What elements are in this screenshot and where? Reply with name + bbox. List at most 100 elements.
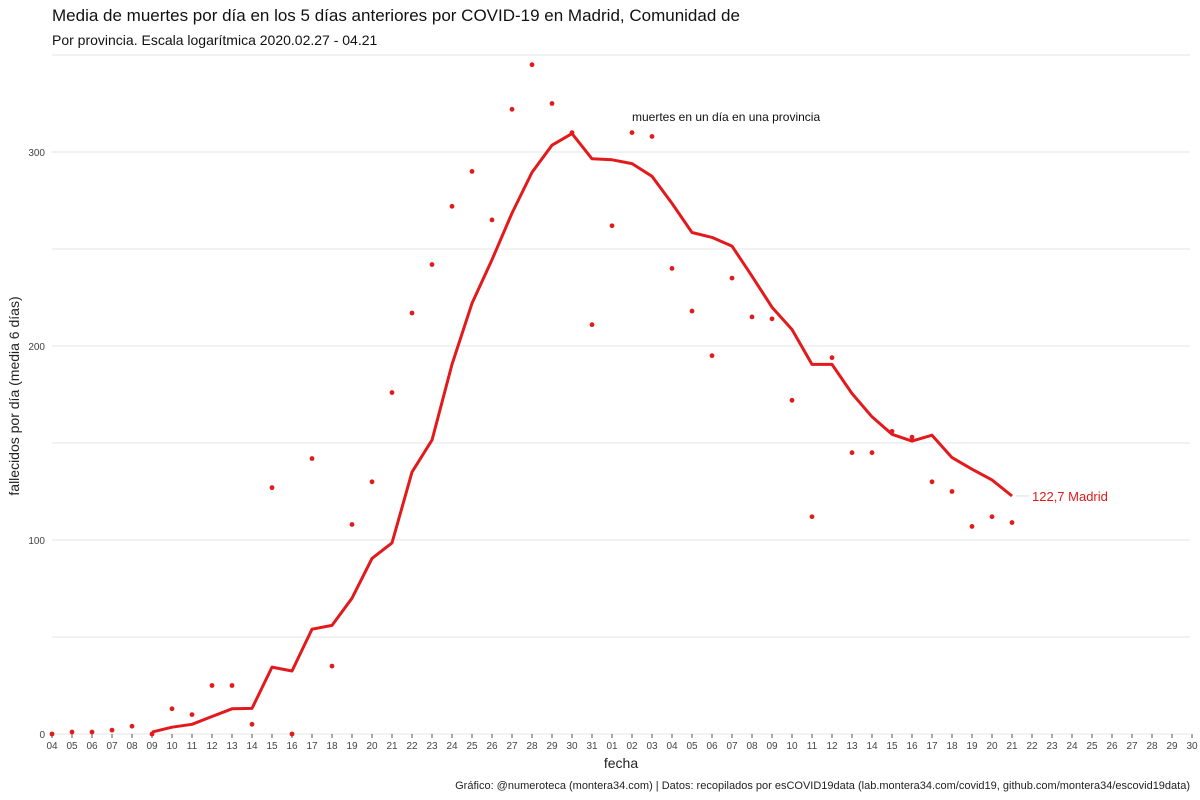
daily-deaths-point <box>649 134 655 139</box>
x-tick-label: 05 <box>66 741 78 752</box>
chart-title: Media de muertes por día en los 5 días a… <box>52 6 740 25</box>
x-tick-label: 15 <box>266 741 278 752</box>
x-tick-label: 09 <box>766 741 778 752</box>
daily-deaths-point <box>349 522 355 527</box>
y-axis-ticks: 0 100 200 300 <box>28 148 45 741</box>
daily-deaths-point <box>789 397 795 403</box>
x-tick-label: 28 <box>1146 741 1158 752</box>
daily-deaths-point <box>1009 520 1015 525</box>
x-tick-label: 03 <box>646 741 658 752</box>
y-tick-label: 200 <box>28 342 45 353</box>
x-tick-label: 16 <box>286 741 298 752</box>
daily-deaths-point <box>949 489 955 494</box>
daily-deaths-point <box>109 727 115 733</box>
x-tick-label: 24 <box>446 741 458 752</box>
daily-deaths-point <box>429 262 435 267</box>
caption: Gráfico: @numeroteca (montera34.com) | D… <box>455 780 1190 792</box>
x-tick-label: 29 <box>1166 741 1178 752</box>
x-tick-label: 21 <box>1006 741 1018 752</box>
daily-deaths-points <box>49 62 1015 737</box>
daily-deaths-point <box>469 169 475 174</box>
x-tick-label: 02 <box>626 741 638 752</box>
x-tick-label: 05 <box>686 741 698 752</box>
daily-deaths-point <box>829 355 835 361</box>
daily-deaths-point <box>669 266 675 271</box>
daily-deaths-point <box>369 479 375 485</box>
x-tick-label: 14 <box>866 741 878 752</box>
x-tick-label: 22 <box>1026 741 1038 752</box>
daily-deaths-point <box>529 62 535 68</box>
y-tick-label: 0 <box>39 730 45 741</box>
daily-deaths-point <box>49 731 55 737</box>
daily-deaths-point <box>929 479 935 485</box>
x-tick-label: 19 <box>966 741 978 752</box>
x-tick-label: 22 <box>406 741 418 752</box>
daily-deaths-point <box>689 308 695 314</box>
daily-deaths-point <box>329 663 335 669</box>
x-tick-label: 13 <box>846 741 858 752</box>
x-tick-label: 16 <box>906 741 918 752</box>
x-tick-label: 17 <box>306 741 318 752</box>
x-tick-label: 21 <box>386 741 398 752</box>
daily-deaths-point <box>309 456 315 461</box>
x-tick-label: 06 <box>706 741 718 752</box>
annotation: muertes en un día en una provincia <box>632 110 820 124</box>
daily-deaths-point <box>189 712 195 717</box>
daily-deaths-point <box>229 683 235 688</box>
x-tick-label: 09 <box>146 741 158 752</box>
x-tick-label: 07 <box>106 741 118 752</box>
chart-subtitle: Por provincia. Escala logarítmica 2020.0… <box>52 32 378 48</box>
x-tick-label: 07 <box>726 741 738 752</box>
daily-deaths-point <box>749 314 755 320</box>
daily-deaths-point <box>969 524 975 529</box>
x-tick-label: 19 <box>346 741 358 752</box>
daily-deaths-point <box>489 217 495 223</box>
x-tick-label: 04 <box>46 741 58 752</box>
x-tick-label: 18 <box>946 741 958 752</box>
x-tick-label: 14 <box>246 741 258 752</box>
daily-deaths-point <box>69 729 75 735</box>
x-tick-label: 27 <box>506 741 518 752</box>
daily-deaths-point <box>589 322 595 328</box>
x-tick-label: 24 <box>1066 741 1078 752</box>
x-tick-label: 12 <box>206 741 218 752</box>
x-tick-label: 30 <box>566 741 578 752</box>
x-tick-label: 27 <box>1126 741 1138 752</box>
daily-deaths-point <box>869 450 875 456</box>
x-tick-label: 28 <box>526 741 538 752</box>
daily-deaths-point <box>809 514 815 520</box>
x-tick-label: 10 <box>786 741 798 752</box>
gridlines <box>52 54 1190 735</box>
daily-deaths-point <box>209 683 215 688</box>
daily-deaths-point <box>449 203 455 209</box>
daily-deaths-point <box>289 731 295 737</box>
x-tick-label: 13 <box>226 741 238 752</box>
daily-deaths-point <box>729 275 735 281</box>
x-axis-label: fecha <box>604 755 638 771</box>
daily-deaths-point <box>249 721 255 727</box>
x-tick-label: 10 <box>166 741 178 752</box>
daily-deaths-point <box>269 485 275 491</box>
daily-deaths-point <box>129 723 135 729</box>
y-axis-label: fallecidos por día (media 6 días) <box>6 296 22 495</box>
x-tick-label: 15 <box>886 741 898 752</box>
x-tick-label: 12 <box>826 741 838 752</box>
daily-deaths-point <box>389 390 395 395</box>
x-tick-label: 23 <box>426 741 438 752</box>
x-tick-label: 25 <box>1086 741 1098 752</box>
daily-deaths-point <box>609 223 615 229</box>
x-tick-label: 25 <box>466 741 478 752</box>
daily-deaths-point <box>629 130 635 136</box>
daily-deaths-point <box>89 729 95 735</box>
daily-deaths-point <box>849 450 855 456</box>
daily-deaths-point <box>709 353 715 359</box>
average-deaths-line <box>151 132 1013 734</box>
x-tick-label: 29 <box>546 741 558 752</box>
x-tick-label: 01 <box>606 741 618 752</box>
x-tick-label: 11 <box>187 741 198 752</box>
x-tick-label: 30 <box>1186 741 1198 752</box>
x-axis-ticks: 04 05 06 07 08 09 10 11 12 13 14 15 16 17 18 19 20 21 22 23… <box>46 734 1198 752</box>
x-tick-label: 31 <box>586 741 598 752</box>
y-tick-label: 100 <box>28 536 45 547</box>
